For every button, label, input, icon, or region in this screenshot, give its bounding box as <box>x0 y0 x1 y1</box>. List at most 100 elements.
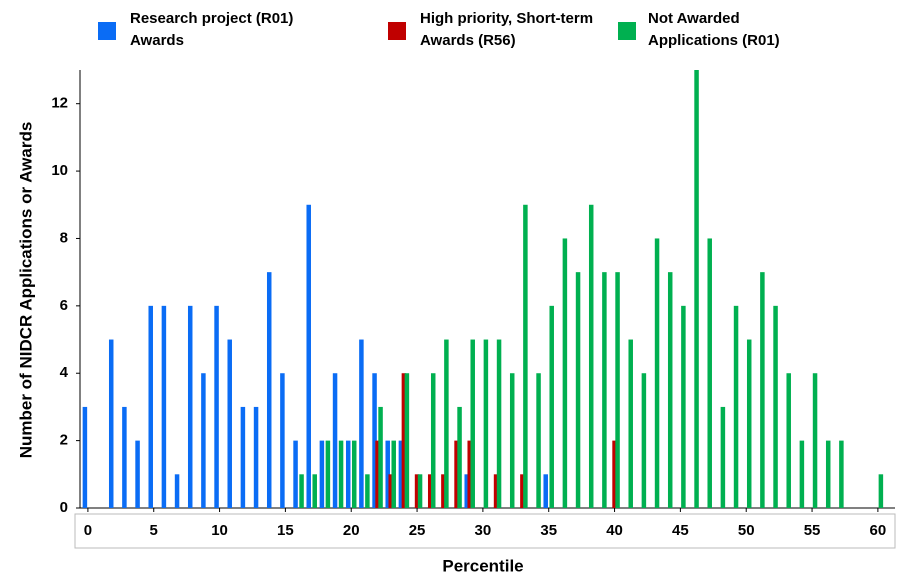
bar <box>299 474 304 508</box>
legend-swatch <box>98 22 116 40</box>
bar <box>562 238 568 508</box>
bar <box>398 440 404 508</box>
x-tick-label: 0 <box>84 522 92 539</box>
bar <box>427 474 433 508</box>
bar <box>523 204 528 508</box>
bar <box>148 305 153 508</box>
bar <box>266 272 272 508</box>
bar <box>509 373 515 508</box>
bar <box>733 305 739 508</box>
x-tick-label: 50 <box>738 522 755 539</box>
bar <box>338 440 344 508</box>
legend-label: Not Awarded Applications (R01) <box>648 10 780 49</box>
bar <box>493 474 499 508</box>
bar <box>417 474 423 508</box>
y-tick-label: 2 <box>60 432 68 449</box>
bar <box>612 440 617 508</box>
bar <box>108 339 114 508</box>
bar <box>359 339 364 508</box>
x-tick-label: 35 <box>540 522 557 539</box>
x-tick-label: 25 <box>409 522 426 539</box>
bar <box>470 339 475 508</box>
bar <box>602 272 607 508</box>
y-tick-label: 10 <box>51 162 68 179</box>
bar <box>441 474 446 508</box>
bar <box>280 373 285 508</box>
bar <box>401 373 407 508</box>
bar <box>786 373 791 508</box>
bar <box>404 373 410 508</box>
bar <box>773 305 778 508</box>
bar <box>536 373 541 508</box>
bar <box>444 339 449 508</box>
x-tick-label: 20 <box>343 522 360 539</box>
bar <box>720 406 726 508</box>
bar <box>812 373 818 508</box>
bar <box>385 440 390 508</box>
bar <box>641 373 647 508</box>
bar <box>201 373 206 508</box>
bar <box>174 474 180 508</box>
bar <box>351 440 357 508</box>
bar <box>760 272 765 508</box>
bar <box>375 440 380 508</box>
x-tick-label: 5 <box>150 522 158 539</box>
bar <box>454 440 459 508</box>
bar <box>694 70 699 508</box>
bar <box>388 474 393 508</box>
y-tick-label: 12 <box>51 95 68 112</box>
bar <box>82 406 88 508</box>
legend-swatch <box>618 22 636 40</box>
bar <box>483 339 489 508</box>
bar <box>372 373 377 508</box>
y-tick-label: 4 <box>60 364 69 381</box>
bar <box>365 474 370 508</box>
bar <box>332 373 338 508</box>
x-tick-label: 15 <box>277 522 294 539</box>
x-label-box <box>74 513 896 549</box>
x-axis-label: Percentile <box>442 556 523 575</box>
bar <box>187 305 193 508</box>
bar <box>135 440 140 508</box>
bar <box>319 440 325 508</box>
legend-label: Research project (R01) Awards <box>130 10 294 49</box>
bar <box>520 474 525 508</box>
bar <box>253 406 259 508</box>
bar <box>549 305 554 508</box>
bar <box>746 339 752 508</box>
bar <box>430 373 436 508</box>
bar <box>306 204 311 508</box>
y-tick-label: 6 <box>60 297 68 314</box>
bar <box>628 339 633 508</box>
bar <box>878 474 884 508</box>
bar <box>575 272 581 508</box>
legend-label: High priority, Short-term Awards (R56) <box>420 10 594 49</box>
bar <box>799 440 805 508</box>
bar <box>615 272 620 508</box>
x-tick-label: 40 <box>606 522 623 539</box>
bar <box>496 339 502 508</box>
x-tick-label: 60 <box>870 522 887 539</box>
x-tick-label: 55 <box>804 522 821 539</box>
y-tick-label: 8 <box>60 229 68 246</box>
bar <box>467 440 472 508</box>
bar <box>681 305 686 508</box>
bar <box>293 440 298 508</box>
x-tick-label: 10 <box>211 522 228 539</box>
bar <box>414 474 420 508</box>
bar <box>667 272 673 508</box>
bar <box>588 204 594 508</box>
bar <box>227 339 232 508</box>
bar <box>457 406 462 508</box>
bar <box>464 474 469 508</box>
bar <box>707 238 712 508</box>
bar <box>214 305 219 508</box>
bar <box>654 238 660 508</box>
bar <box>345 440 351 508</box>
x-tick-label: 45 <box>672 522 689 539</box>
y-tick-label: 0 <box>60 499 68 516</box>
bar <box>325 440 331 508</box>
bar <box>391 440 396 508</box>
